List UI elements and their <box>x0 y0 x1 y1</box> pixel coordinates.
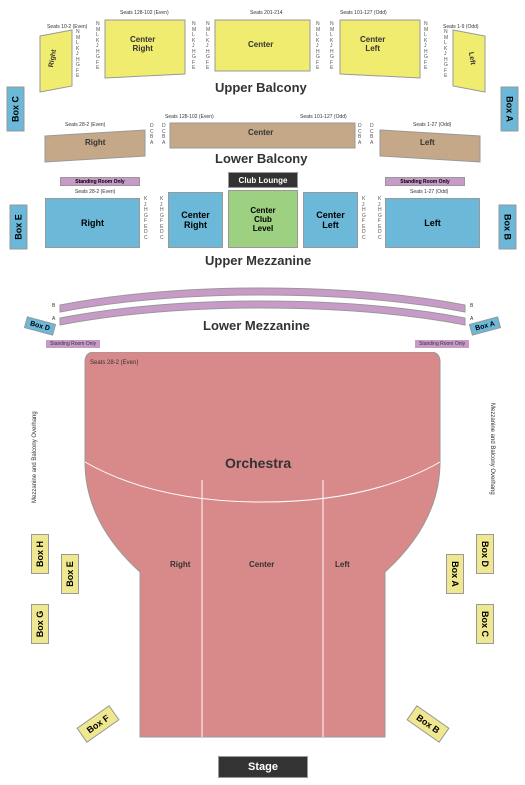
lm-sro-r[interactable]: Standing Room Only <box>415 340 469 348</box>
ub-rows-6: NMLKJHGFE <box>330 22 334 72</box>
orchestra-title: Orchestra <box>225 455 291 471</box>
ub-rows-1: NMLKJHGFE <box>76 30 80 80</box>
lm-row-a: A <box>52 316 55 322</box>
orch-center: Center <box>249 560 274 569</box>
stage-label: Stage <box>248 761 278 773</box>
lb-rows-l2: DCBA <box>162 124 166 146</box>
um-box-b[interactable]: Box B <box>499 205 517 250</box>
um-club[interactable]: Center Club Level <box>228 190 298 248</box>
orchestra-shape[interactable] <box>55 352 470 742</box>
lm-row-b: B <box>52 303 55 309</box>
box-h[interactable]: Box H <box>31 534 49 574</box>
ub-title: Upper Balcony <box>215 80 307 95</box>
box-a-orch[interactable]: Box A <box>446 554 464 594</box>
um-club-lounge[interactable]: Club Lounge <box>228 172 298 188</box>
box-c-orch[interactable]: Box C <box>476 604 494 644</box>
orch-left: Left <box>335 560 350 569</box>
um-sro-r[interactable]: Standing Room Only <box>385 177 465 186</box>
box-g[interactable]: Box G <box>31 604 49 644</box>
ub-box-c[interactable]: Box C <box>7 87 25 132</box>
lb-center[interactable]: Center <box>248 128 273 137</box>
orch-overhang-l: Mezzanine and Balcony Overhang <box>32 403 38 503</box>
lb-rows-r2: DCBA <box>370 124 374 146</box>
um-cl[interactable]: Center Left <box>303 192 358 248</box>
um-left[interactable]: Left <box>385 198 480 248</box>
ub-box-a[interactable]: Box A <box>501 87 519 132</box>
box-d-orch[interactable]: Box D <box>476 534 494 574</box>
lm-row-a-r: A <box>470 316 473 322</box>
um-seat-l: Seats 28-2 (Even) <box>75 189 115 195</box>
stage: Stage <box>218 756 308 778</box>
lb-title: Lower Balcony <box>215 151 307 166</box>
ub-rows-7: NMLKJHGFE <box>424 22 428 72</box>
orch-right: Right <box>170 560 190 569</box>
ub-cr[interactable]: Center Right <box>130 35 155 53</box>
lb-rows-l: DCBA <box>150 124 154 146</box>
um-rows-l: KJHGFEDC <box>144 197 148 241</box>
ub-rows-4: NMLKJHGFE <box>206 22 210 72</box>
ub-cl[interactable]: Center Left <box>360 35 385 53</box>
ub-rows-3: NMLKJHGFE <box>192 22 196 72</box>
ub-rows-2: NMLKJHGFE <box>96 22 100 72</box>
lb-left[interactable]: Left <box>420 138 435 147</box>
um-right[interactable]: Right <box>45 198 140 248</box>
um-rows-l2: KJHGFEDC <box>160 197 164 241</box>
box-e-orch[interactable]: Box E <box>61 554 79 594</box>
orch-overhang-r: Mezzanine and Balcony Overhang <box>489 403 495 503</box>
um-box-e[interactable]: Box E <box>10 205 28 250</box>
lm-title: Lower Mezzanine <box>203 318 310 333</box>
um-rows-r: KJHGFEDC <box>362 197 366 241</box>
ub-rows-5: NMLKJHGFE <box>316 22 320 72</box>
um-cr[interactable]: Center Right <box>168 192 223 248</box>
lb-right[interactable]: Right <box>85 138 105 147</box>
ub-rows-8: NMLKJHGFE <box>444 30 448 80</box>
um-sro-l[interactable]: Standing Room Only <box>60 177 140 186</box>
lm-row-b-r: B <box>470 303 473 309</box>
um-seat-r: Seats 1-27 (Odd) <box>410 189 448 195</box>
um-rows-r2: KJHGFEDC <box>378 197 382 241</box>
lb-rows-r: DCBA <box>358 124 362 146</box>
lm-sro-l[interactable]: Standing Room Only <box>46 340 100 348</box>
ub-center[interactable]: Center <box>248 40 273 49</box>
orch-seat-l: Seats 28-2 (Even) <box>90 360 138 366</box>
um-title: Upper Mezzanine <box>205 253 311 268</box>
